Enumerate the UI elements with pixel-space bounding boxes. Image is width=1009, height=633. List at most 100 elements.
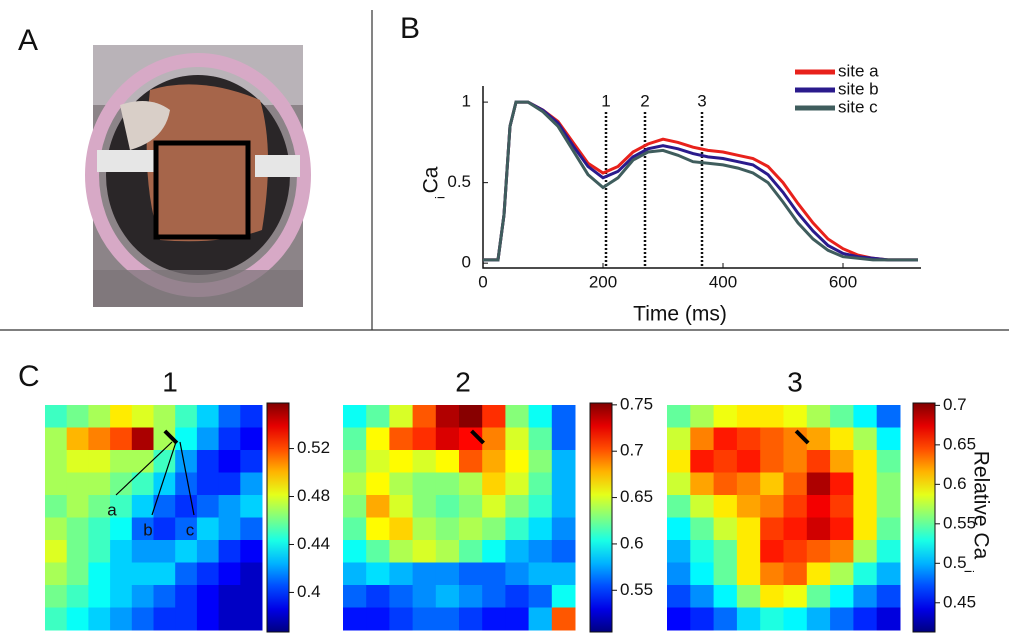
photo: [85, 45, 311, 307]
legend-label: site c: [838, 97, 878, 116]
heatmap-cell: [196, 517, 220, 541]
heatmap-cell: [713, 562, 738, 586]
heatmap-cell: [389, 472, 414, 496]
heatmap-cell: [853, 450, 878, 473]
heatmap-cell: [343, 540, 367, 563]
y-tick-label: 0: [462, 253, 471, 272]
heatmap-cell: [736, 585, 761, 608]
x-tick-label: 0: [478, 272, 487, 291]
heatmap-cell: [240, 405, 263, 428]
heatmap-cell: [783, 585, 808, 608]
heatmap-cell: [153, 562, 176, 586]
colorbar-tick-label: 0.5: [943, 553, 967, 572]
marker-label: 1: [601, 91, 610, 110]
heatmap-cell: [667, 607, 691, 631]
heatmap-cell: [528, 585, 553, 608]
heatmap-cell: [66, 472, 89, 496]
heatmap-cell: [343, 607, 367, 631]
heatmap-cell: [690, 562, 715, 586]
colorbar-tick-label: 0.45: [943, 592, 976, 611]
heatmap-cell: [66, 427, 89, 451]
heatmap-cell: [736, 405, 761, 428]
heatmap-cell: [196, 472, 220, 496]
heatmap-cell: [760, 495, 784, 518]
heatmap-cell: [853, 405, 878, 428]
heatmap-cell: [760, 405, 784, 428]
heatmap-cell: [876, 472, 901, 496]
heatmap-cell: [736, 517, 761, 541]
heatmap-cell: [66, 562, 89, 586]
heatmap-cell: [153, 427, 176, 451]
heatmap-cell: [218, 472, 241, 496]
heatmap-cell: [783, 607, 808, 631]
heatmap-cell: [435, 540, 460, 563]
heatmap-cell: [713, 427, 738, 451]
heatmap-cell: [240, 427, 263, 451]
series-line: [483, 100, 918, 262]
heatmap-cell: [736, 562, 761, 586]
heatmap-cell: [783, 562, 808, 586]
heatmap-cell: [175, 562, 198, 586]
heatmap-cell: [218, 427, 241, 451]
heatmap-cell: [830, 450, 854, 473]
heatmap-cell: [412, 427, 437, 451]
pointer-line: [115, 441, 173, 496]
heatmap-cell: [240, 585, 263, 608]
heatmap-cell: [459, 427, 483, 451]
heatmap-cell: [876, 405, 901, 428]
heatmap-title: 1: [162, 366, 178, 397]
heatmap-cell: [528, 495, 553, 518]
heatmap-cell: [551, 427, 576, 451]
heatmap-cell: [175, 405, 198, 428]
heatmap-cell: [66, 405, 89, 428]
heatmap-cell: [435, 427, 460, 451]
heatmap-cell: [88, 472, 111, 496]
heatmap-cell: [482, 472, 506, 496]
heatmap-cell: [196, 585, 220, 608]
heatmap-cell: [45, 517, 68, 541]
heatmap-cell: [736, 450, 761, 473]
heatmap-cell: [667, 562, 691, 586]
heatmap-cell: [366, 472, 390, 496]
heatmap-cell: [196, 562, 220, 586]
heatmap-cell: [435, 517, 460, 541]
heatmap-cell: [505, 495, 530, 518]
colorbar-tick-label: 0.65: [943, 434, 976, 453]
heatmap-cell: [806, 517, 831, 541]
heatmap-cell: [218, 517, 241, 541]
heatmap-cell: [806, 585, 831, 608]
series-line: [483, 100, 918, 262]
heatmap-cell: [551, 472, 576, 496]
heatmap-cell: [366, 405, 390, 428]
heatmap-cell: [88, 540, 111, 563]
heatmap-cell: [876, 517, 901, 541]
heatmap-cell: [783, 517, 808, 541]
heatmap-cell: [528, 427, 553, 451]
heatmap-cell: [88, 495, 111, 518]
heatmap-cell: [667, 540, 691, 563]
heatmap-cell: [131, 562, 154, 586]
heatmap-cell: [551, 562, 576, 586]
heatmap-cell: [459, 405, 483, 428]
heatmap-cell: [196, 450, 220, 473]
heatmap-cell: [459, 517, 483, 541]
heatmap-cell: [783, 472, 808, 496]
heatmap-cell: [389, 495, 414, 518]
heatmap-cell: [153, 450, 176, 473]
heatmap-cell: [45, 427, 68, 451]
heatmap-cell: [806, 607, 831, 631]
heatmap-cell: [366, 495, 390, 518]
heatmap-cell: [66, 517, 89, 541]
heatmap-cell: [690, 472, 715, 496]
heatmap-cell: [505, 562, 530, 586]
heatmap-cell: [66, 607, 89, 631]
heatmap-cell: [131, 405, 154, 428]
colorbar-label: Relative Ca: [969, 451, 992, 560]
heatmap-cell: [459, 540, 483, 563]
heatmap-cell: [760, 427, 784, 451]
heatmap-cell: [153, 472, 176, 496]
heatmap-cell: [389, 607, 414, 631]
heatmap-cell: [175, 585, 198, 608]
heatmap-cell: [690, 427, 715, 451]
heatmap-cell: [551, 405, 576, 428]
